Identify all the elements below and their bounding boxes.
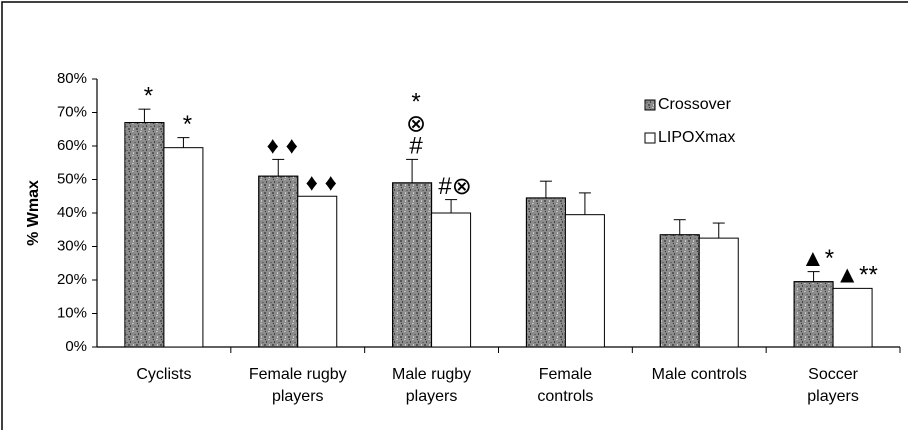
y-tick-label: 80% (57, 70, 87, 87)
bar (258, 175, 299, 348)
x-tick-label: Female rugby players (248, 366, 347, 405)
annotation: ♦ ♦ (306, 170, 337, 197)
bar (793, 281, 834, 348)
bar (392, 182, 433, 348)
y-axis-label: % Wmax (25, 180, 42, 246)
y-tick-label: 30% (57, 237, 87, 254)
x-tick-label: Male rugby players (392, 366, 472, 405)
annotation: #⊗ (438, 173, 471, 200)
y-tick-label: 70% (57, 103, 87, 120)
bar (297, 195, 338, 348)
bar (564, 214, 605, 348)
y-tick-label: 50% (57, 170, 87, 187)
y-tick-label: 10% (57, 304, 87, 321)
annotation: ▲** (835, 262, 877, 289)
y-tick-label: 0% (65, 338, 87, 355)
legend-label: Crossover (658, 96, 732, 113)
bar (698, 237, 739, 348)
bar (124, 122, 165, 348)
annotation: * (183, 111, 192, 138)
legend-swatch-texture (644, 99, 656, 111)
bar (431, 212, 472, 348)
annotation: * (411, 89, 420, 116)
annotation: # (409, 133, 423, 160)
y-tick-label: 40% (57, 204, 87, 221)
y-tick-label: 60% (57, 137, 87, 154)
annotation: * (144, 82, 153, 109)
y-tick-label: 20% (57, 271, 87, 288)
x-tick-label: Male controls (651, 366, 747, 383)
legend-swatch (644, 132, 656, 144)
annotation: ⊗ (406, 111, 426, 138)
legend-label: LIPOXmax (658, 129, 735, 146)
annotation: ▲* (801, 245, 834, 272)
bar (659, 234, 700, 348)
bar (832, 287, 873, 348)
bar (525, 197, 566, 348)
x-tick-label: Female controls (537, 366, 594, 405)
x-tick-label: Soccer players (807, 366, 859, 405)
x-tick-label: Cyclists (136, 366, 192, 383)
bar (163, 147, 204, 348)
annotation: ♦ ♦ (267, 133, 298, 160)
